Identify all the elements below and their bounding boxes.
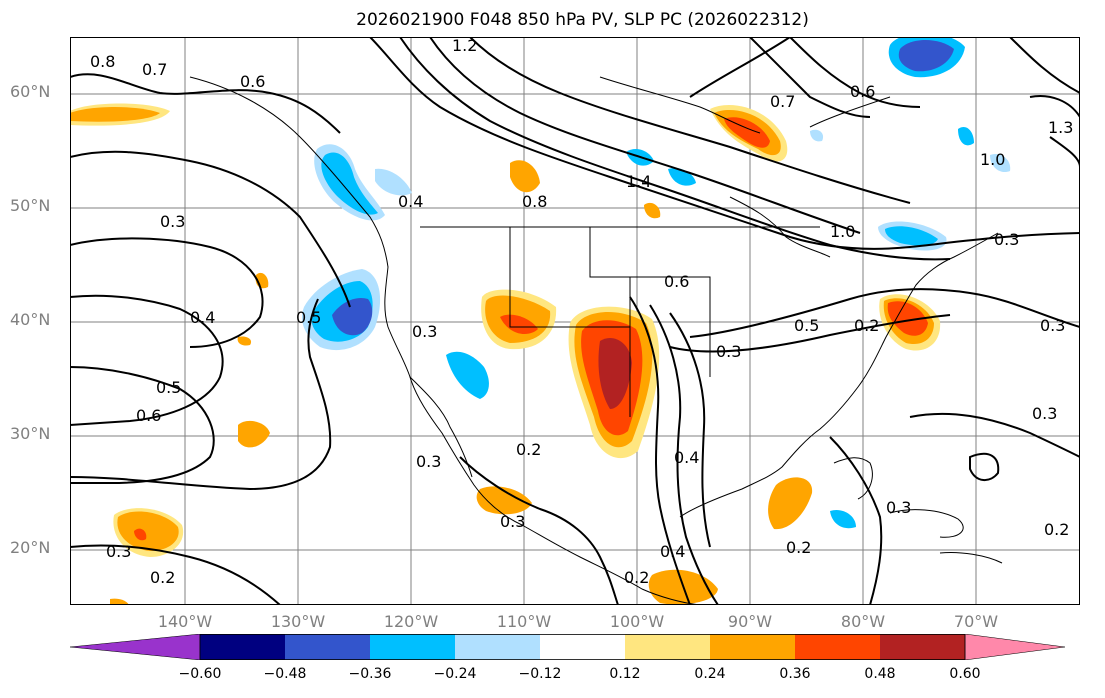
contour-label: 0.3 <box>412 322 437 341</box>
colorbar-bin <box>795 634 880 660</box>
colorbar-tick: 0.48 <box>864 666 896 682</box>
contour-label: 0.7 <box>770 92 795 111</box>
contour-label: 0.6 <box>240 72 265 91</box>
colorbar-tick: 0.60 <box>949 666 981 682</box>
contour-label: 0.5 <box>156 378 181 397</box>
colorbar-bin <box>625 634 710 660</box>
lon-label-110w: 110°W <box>496 612 552 631</box>
contour-label: 0.3 <box>1032 404 1057 423</box>
colorbar-frame <box>199 634 966 660</box>
contour-label: 0.3 <box>1040 316 1065 335</box>
colorbar-tick: −0.60 <box>178 666 222 682</box>
contour-label: 0.8 <box>90 52 115 71</box>
colorbar-tick: −0.48 <box>263 666 307 682</box>
colorbar-tick: 0.36 <box>779 666 811 682</box>
colorbar-bin <box>710 634 795 660</box>
lon-label-130w: 130°W <box>270 612 326 631</box>
contour-label: 0.7 <box>142 60 167 79</box>
lon-label-120w: 120°W <box>383 612 439 631</box>
contour-label: 0.2 <box>150 568 175 587</box>
contour-label: 1.0 <box>830 222 855 241</box>
contour-label: 0.4 <box>398 192 423 211</box>
colorbar <box>70 634 1066 660</box>
contour-label: 0.3 <box>716 342 741 361</box>
lat-label-50n: 50°N <box>10 196 51 215</box>
colorbar-tick: −0.24 <box>433 666 477 682</box>
contour-label: 0.6 <box>850 82 875 101</box>
contour-label: 1.2 <box>452 37 477 55</box>
contour-label: 0.6 <box>136 406 161 425</box>
contour-label: 0.3 <box>994 230 1019 249</box>
contour-label: 0.2 <box>786 538 811 557</box>
contour-label: 0.4 <box>674 448 699 467</box>
lat-label-30n: 30°N <box>10 424 51 443</box>
colorbar-bin <box>540 634 625 660</box>
lon-label-80w: 80°W <box>840 612 886 631</box>
map-frame <box>70 37 1080 605</box>
contour-label: 0.4 <box>660 542 685 561</box>
contour-label: 1.0 <box>980 150 1005 169</box>
contour-label: 1.3 <box>1048 118 1073 137</box>
colorbar-tick: −0.12 <box>518 666 562 682</box>
contour-label: 0.3 <box>886 498 911 517</box>
pv-positive-anomalies <box>70 103 941 605</box>
colorbar-bin <box>455 634 540 660</box>
lon-label-140w: 140°W <box>157 612 213 631</box>
lon-label-100w: 100°W <box>609 612 665 631</box>
contour-label: 0.8 <box>522 192 547 211</box>
map-panel: 0.8 0.7 1.2 0.6 0.7 0.6 1.0 0.3 0.4 0.8 … <box>70 37 1080 605</box>
contour-label: 0.4 <box>190 308 215 327</box>
contour-label: 0.3 <box>160 212 185 231</box>
colorbar-tick: −0.36 <box>348 666 392 682</box>
contour-label: 0.3 <box>106 542 131 561</box>
colorbar-tick: 0.24 <box>694 666 726 682</box>
colorbar-bin <box>285 634 370 660</box>
colorbar-bin <box>370 634 455 660</box>
contour-label: 0.3 <box>416 452 441 471</box>
lon-label-70w: 70°W <box>953 612 999 631</box>
lat-label-40n: 40°N <box>10 310 51 329</box>
contour-label: 0.2 <box>854 316 879 335</box>
colorbar-over-triangle <box>964 634 1066 660</box>
colorbar-bin <box>880 634 965 660</box>
colorbar-bin <box>200 634 285 660</box>
colorbar-under-triangle <box>70 634 201 660</box>
lat-label-60n: 60°N <box>10 82 51 101</box>
contour-label: 0.2 <box>1044 520 1069 539</box>
lat-label-20n: 20°N <box>10 538 51 557</box>
colorbar-tick: 0.12 <box>609 666 641 682</box>
coastlines <box>189 76 1003 605</box>
contour-label: 1.4 <box>626 172 651 191</box>
lon-label-90w: 90°W <box>727 612 773 631</box>
slp-contours <box>70 37 1080 605</box>
contour-label: 0.5 <box>794 316 819 335</box>
contour-label: 0.6 <box>664 272 689 291</box>
map-title: 2026021900 F048 850 hPa PV, SLP PC (2026… <box>356 10 809 30</box>
contour-label: 0.3 <box>500 512 525 531</box>
contour-label: 0.2 <box>624 568 649 587</box>
contour-label: 0.5 <box>296 308 321 327</box>
contour-labels: 0.8 0.7 1.2 0.6 0.7 0.6 1.0 0.3 0.4 0.8 … <box>90 37 1073 587</box>
contour-label: 0.2 <box>516 440 541 459</box>
